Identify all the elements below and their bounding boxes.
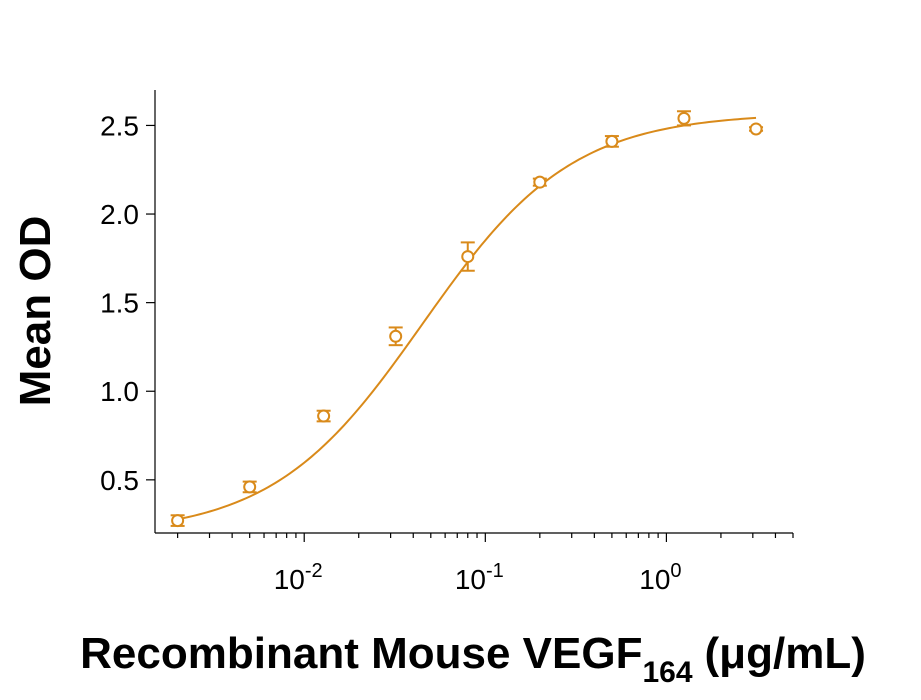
x-axis-title-subscript: 164: [642, 656, 692, 689]
y-axis-title: Mean OD: [11, 216, 60, 407]
data-marker: [171, 514, 185, 528]
x-tick-exponent: 0: [670, 560, 681, 582]
x-tick-base: 10: [455, 564, 486, 595]
x-tick-base: 10: [274, 564, 305, 595]
x-axis-title: Recombinant Mouse VEGF164 (μg/mL): [80, 629, 866, 689]
data-marker: [243, 480, 257, 494]
fit-curve: [177, 116, 757, 521]
y-tick-label: 0.5: [100, 465, 139, 496]
data-point: [749, 122, 764, 136]
data-point: [604, 134, 619, 148]
y-tick-label: 2.0: [100, 199, 139, 230]
x-tick-exponent: -2: [305, 560, 323, 582]
data-point: [316, 409, 331, 423]
data-marker: [389, 329, 403, 343]
data-marker: [461, 250, 475, 264]
x-tick-label: 100: [639, 560, 681, 595]
x-ticks: 10-2 10-1 100: [177, 533, 794, 595]
x-axis-title-unit: (μg/mL): [705, 629, 866, 678]
data-marker: [317, 409, 331, 423]
data-marker: [749, 122, 763, 136]
y-tick-label: 1.5: [100, 288, 139, 319]
data-marker: [533, 175, 547, 189]
data-point: [460, 241, 475, 272]
y-tick-label: 2.5: [100, 110, 139, 141]
y-ticks: 0.5 1.0 1.5 2.0 2.5: [100, 110, 155, 496]
x-axis-title-main: Recombinant Mouse VEGF: [80, 629, 642, 678]
data-point: [676, 110, 691, 127]
y-axis: 0.5 1.0 1.5 2.0 2.5: [100, 90, 156, 533]
data-point: [388, 326, 403, 347]
data-point: [532, 175, 547, 189]
x-tick-base: 10: [639, 564, 670, 595]
data-marker: [677, 111, 691, 125]
x-axis: 10-2 10-1 100: [155, 532, 794, 595]
data-points: [170, 110, 764, 528]
data-marker: [605, 134, 619, 148]
x-tick-label: 10-2: [274, 560, 323, 595]
x-tick-label: 10-1: [455, 560, 504, 595]
y-tick-label: 1.0: [100, 376, 139, 407]
x-tick-exponent: -1: [486, 560, 504, 582]
data-point: [170, 514, 185, 528]
data-point: [242, 480, 257, 494]
